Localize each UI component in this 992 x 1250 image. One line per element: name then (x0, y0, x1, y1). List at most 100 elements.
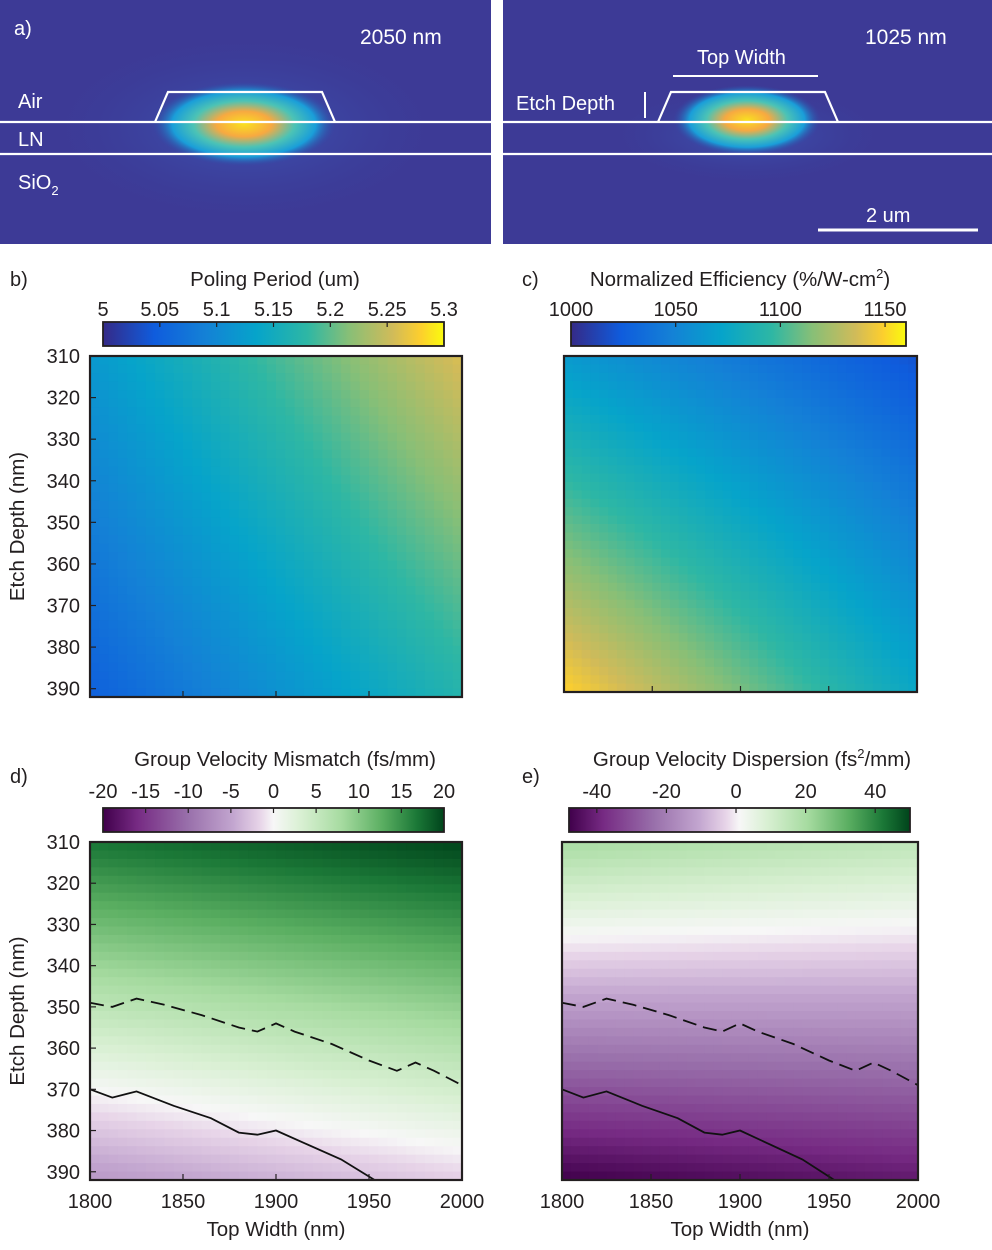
heatmap-cell (890, 557, 900, 567)
heatmap-cell (201, 535, 212, 545)
heatmap-cell (229, 985, 240, 995)
heatmap-cell (117, 1163, 128, 1173)
heatmap-cell (452, 977, 463, 987)
heatmap-cell (229, 1019, 240, 1029)
heatmap-cell (155, 884, 165, 894)
heatmap-cell (758, 381, 768, 391)
heatmap-cell (155, 1137, 165, 1147)
heatmap-cell (396, 390, 407, 400)
heatmap-cell (257, 960, 268, 970)
heatmap-cell (434, 977, 444, 987)
heatmap-cell (266, 985, 277, 995)
heatmap-cell (201, 398, 212, 408)
heatmap-cell (811, 549, 821, 559)
heatmap-cell (266, 1087, 277, 1097)
heatmap-cell (341, 842, 351, 852)
heatmap-cell (285, 1078, 296, 1088)
heatmap-cell (192, 381, 203, 391)
heatmap-cell (257, 934, 268, 944)
heatmap-cell (248, 637, 258, 647)
heatmap-cell (90, 407, 100, 417)
heatmap-cell (303, 560, 314, 570)
heatmap-cell (793, 456, 803, 466)
heatmap-cell (819, 666, 830, 676)
heatmap-cell (322, 985, 333, 995)
heatmap-cell (443, 1163, 454, 1173)
heatmap-cell (99, 867, 110, 877)
heatmap-cell (749, 389, 759, 399)
heatmap-cell (434, 458, 444, 468)
heatmap-cell (443, 364, 454, 374)
heatmap-cell (572, 423, 583, 433)
heatmap-cell (276, 483, 286, 494)
heatmap-cell (443, 662, 454, 673)
heatmap-cell (257, 1087, 268, 1097)
heatmap-cell (766, 557, 777, 567)
heatmap-cell (359, 909, 370, 919)
heatmap-cell (164, 909, 175, 919)
heatmap-cell (387, 1095, 398, 1105)
heatmap-cell (350, 977, 361, 987)
heatmap-cell (303, 671, 314, 681)
heatmap-cell (564, 356, 574, 365)
heatmap-cell (881, 624, 892, 634)
heatmap-cell (238, 858, 249, 868)
heatmap-cell (313, 994, 324, 1004)
heatmap-cell (434, 449, 444, 459)
heatmap-cell (173, 1103, 184, 1113)
heatmap-cell (127, 875, 138, 885)
heatmap-cell (572, 524, 583, 533)
heatmap-cell (793, 658, 803, 668)
heatmap-cell (99, 424, 110, 434)
heatmap-cell (266, 1011, 277, 1021)
heatmap-cell (369, 1120, 379, 1130)
heatmap-cell (406, 934, 417, 944)
heatmap-cell (714, 507, 724, 517)
heatmap-cell (145, 390, 156, 400)
heatmap-cell (855, 842, 866, 852)
heatmap-cell (229, 654, 240, 664)
heatmap-cell (564, 557, 574, 567)
heatmap-cell (257, 951, 268, 961)
heatmap-cell (572, 482, 583, 491)
heatmap-cell (424, 1171, 435, 1181)
heatmap-cell (615, 842, 625, 852)
heatmap-cell (201, 594, 212, 604)
heatmap-cell (652, 482, 662, 491)
heatmap-cell (590, 549, 600, 559)
heatmap-cell (248, 1070, 258, 1080)
heatmap-cell (136, 1129, 147, 1139)
heatmap-cell (793, 557, 803, 567)
heatmap-cell (661, 482, 671, 491)
heatmap-cell (201, 381, 212, 391)
heatmap-cell (350, 1095, 361, 1105)
heatmap-cell (99, 373, 110, 383)
heatmap-cell (881, 591, 892, 601)
heatmap-cell (313, 1011, 324, 1021)
heatmap-cell (173, 654, 184, 664)
heatmap-cell (229, 535, 240, 545)
heatmap-cell (155, 535, 165, 545)
heatmap-cell (201, 688, 212, 698)
heatmap-cell (766, 608, 777, 617)
heatmap-cell (173, 1011, 184, 1021)
heatmap-cell (183, 441, 193, 451)
heatmap-cell (276, 892, 286, 902)
heatmap-cell (608, 448, 618, 458)
heatmap-cell (294, 688, 305, 698)
heatmap-cell (201, 671, 212, 681)
heatmap-cell (784, 608, 795, 617)
heatmap-cell (192, 662, 203, 673)
heatmap-cell (136, 424, 147, 434)
heatmap-cell (322, 909, 333, 919)
heatmap-cell (634, 540, 645, 550)
heatmap-cell (183, 458, 193, 468)
heatmap-cell (238, 1036, 249, 1046)
heatmap-cell (192, 1036, 203, 1046)
heatmap-cell (210, 884, 221, 894)
heatmap-cell (173, 1036, 184, 1046)
heatmap-cell (599, 406, 609, 416)
heatmap-cell (303, 1146, 314, 1156)
heatmap-cell (415, 858, 426, 868)
